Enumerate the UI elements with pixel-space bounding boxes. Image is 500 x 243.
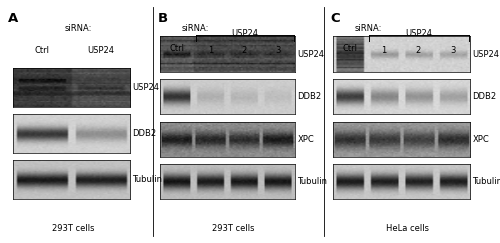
Text: C: C bbox=[330, 12, 340, 25]
Text: Ctrl: Ctrl bbox=[34, 46, 50, 55]
Text: DDB2: DDB2 bbox=[298, 92, 322, 101]
Text: Ctrl: Ctrl bbox=[170, 44, 184, 53]
Text: 293T cells: 293T cells bbox=[212, 224, 255, 233]
Text: USP24: USP24 bbox=[132, 83, 160, 92]
Text: A: A bbox=[8, 12, 18, 25]
Text: DDB2: DDB2 bbox=[132, 129, 156, 138]
Text: HeLa cells: HeLa cells bbox=[386, 224, 429, 233]
Text: Tubulin: Tubulin bbox=[132, 175, 162, 184]
Text: USP24: USP24 bbox=[232, 29, 258, 38]
Text: DDB2: DDB2 bbox=[472, 92, 496, 101]
Text: siRNA:: siRNA: bbox=[354, 24, 382, 33]
Text: 1: 1 bbox=[382, 46, 386, 55]
Text: Tubulin: Tubulin bbox=[472, 177, 500, 186]
Text: 1: 1 bbox=[208, 46, 213, 55]
Text: 3: 3 bbox=[276, 46, 281, 55]
Text: siRNA:: siRNA: bbox=[65, 24, 92, 33]
Text: 293T cells: 293T cells bbox=[52, 224, 95, 233]
Text: USP24: USP24 bbox=[472, 50, 500, 59]
Text: 3: 3 bbox=[450, 46, 456, 55]
Text: Tubulin: Tubulin bbox=[298, 177, 328, 186]
Text: USP24: USP24 bbox=[406, 29, 432, 38]
Text: B: B bbox=[158, 12, 168, 25]
Text: 2: 2 bbox=[242, 46, 247, 55]
Text: siRNA:: siRNA: bbox=[182, 24, 209, 33]
Text: USP24: USP24 bbox=[298, 50, 324, 59]
Text: XPC: XPC bbox=[472, 135, 489, 144]
Text: 2: 2 bbox=[416, 46, 421, 55]
Text: Ctrl: Ctrl bbox=[342, 44, 357, 53]
Text: XPC: XPC bbox=[298, 135, 314, 144]
Text: USP24: USP24 bbox=[87, 46, 114, 55]
